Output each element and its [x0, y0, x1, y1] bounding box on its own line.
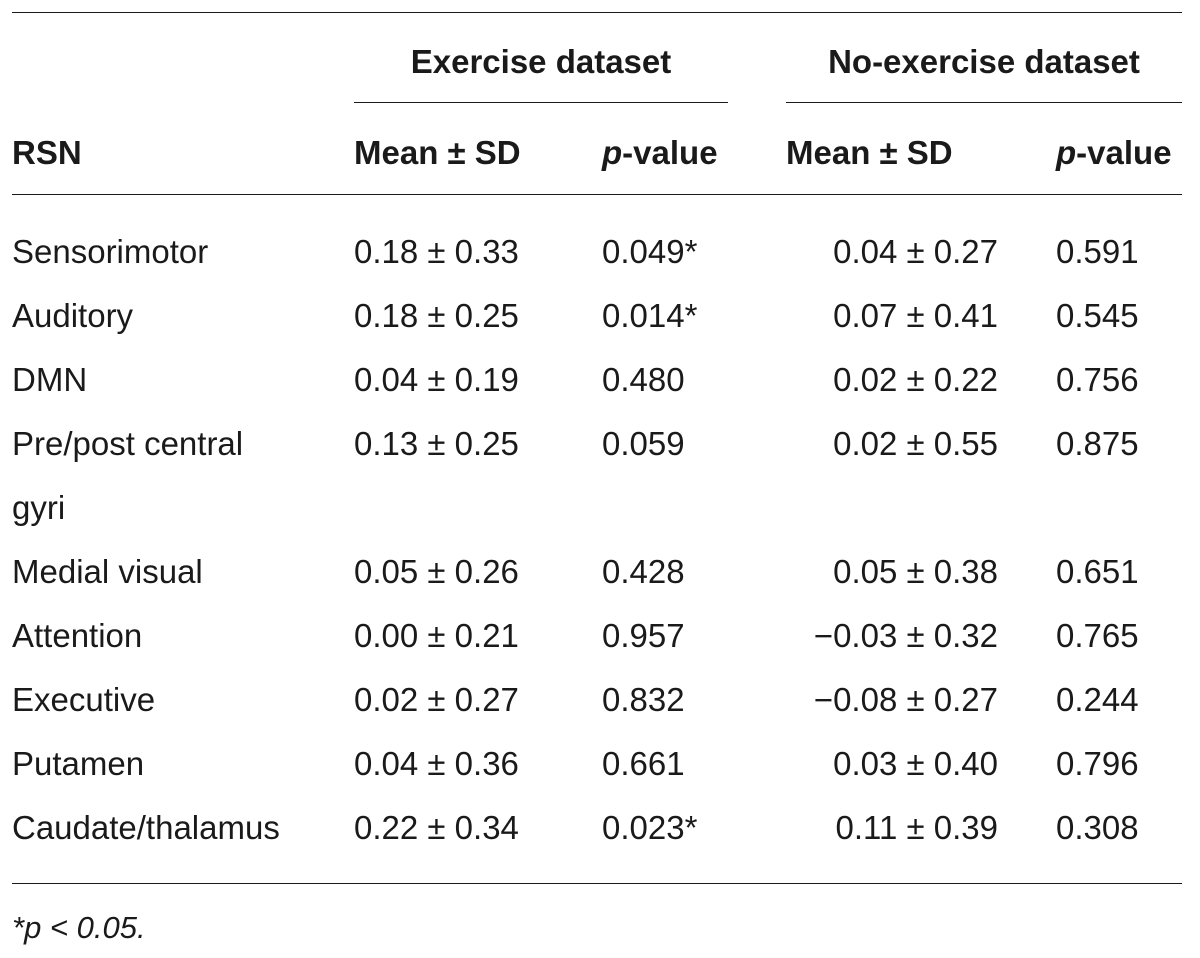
- table-cell-ex-p: 0.059: [602, 425, 685, 462]
- top-rule: [12, 12, 1182, 13]
- table-cell-nex-mean: −0.03 ± 0.32: [813, 617, 998, 654]
- table-cell-nex-mean: −0.08 ± 0.27: [813, 681, 998, 718]
- table-row-rsn: Pre/post central: [12, 425, 244, 462]
- table-row-rsn: Auditory: [12, 297, 134, 334]
- no-exercise-p-value-header: p-value: [1056, 133, 1172, 173]
- table-cell-nex-mean: 0.07 ± 0.41: [833, 297, 998, 334]
- table-cell-nex-mean: 0.03 ± 0.40: [833, 745, 998, 782]
- table-cell-nex-mean: 0.02 ± 0.55: [833, 425, 998, 462]
- table-cell-ex-mean: 0.22 ± 0.34: [354, 809, 519, 846]
- table-cell-nex-p: 0.875: [1056, 425, 1139, 462]
- table-cell-nex-p: 0.308: [1056, 809, 1139, 846]
- table-cell-ex-mean: 0.13 ± 0.25: [354, 425, 519, 462]
- table-cell-ex-p: 0.661: [602, 745, 685, 782]
- table-row-rsn: DMN: [12, 361, 88, 398]
- no-exercise-dataset-header: No-exercise dataset: [828, 43, 1140, 80]
- exercise-group-underline: [354, 102, 728, 103]
- table-row-rsn: Caudate/thalamus: [12, 809, 280, 846]
- table-cell-nex-p: 0.244: [1056, 681, 1139, 718]
- exercise-mean-sd-header: Mean ± SD: [354, 134, 521, 171]
- table-cell-ex-p: 0.480: [602, 361, 685, 398]
- no-exercise-p-rest: -value: [1076, 134, 1172, 171]
- table-cell-ex-p: 0.023*: [602, 809, 698, 846]
- table-cell-ex-p: 0.049*: [602, 233, 698, 270]
- rsn-column-header: RSN: [12, 134, 82, 171]
- table-cell-ex-mean: 0.18 ± 0.33: [354, 233, 519, 270]
- table-cell-nex-p: 0.545: [1056, 297, 1139, 334]
- table-cell-ex-mean: 0.04 ± 0.19: [354, 361, 519, 398]
- table-row-rsn-continuation: gyri: [12, 489, 66, 526]
- table-cell-nex-p: 0.796: [1056, 745, 1139, 782]
- table-row-rsn: Putamen: [12, 745, 145, 782]
- exercise-p-rest: -value: [622, 134, 718, 171]
- no-exercise-group-underline: [786, 102, 1182, 103]
- table-cell-nex-mean: 0.11 ± 0.39: [835, 809, 998, 846]
- table-cell-nex-p: 0.591: [1056, 233, 1139, 270]
- table-cell-ex-mean: 0.00 ± 0.21: [354, 617, 519, 654]
- table-cell-ex-mean: 0.18 ± 0.25: [354, 297, 519, 334]
- table-cell-ex-mean: 0.04 ± 0.36: [354, 745, 519, 782]
- table-cell-ex-p: 0.014*: [602, 297, 698, 334]
- table-cell-nex-mean: 0.05 ± 0.38: [833, 553, 998, 590]
- table-cell-nex-mean: 0.04 ± 0.27: [833, 233, 998, 270]
- table-row-rsn: Medial visual: [12, 553, 203, 590]
- table-row-rsn: Executive: [12, 681, 156, 718]
- exercise-dataset-header: Exercise dataset: [410, 43, 672, 80]
- table-cell-ex-mean: 0.02 ± 0.27: [354, 681, 519, 718]
- table-cell-ex-p: 0.832: [602, 681, 685, 718]
- table-cell-ex-mean: 0.05 ± 0.26: [354, 553, 519, 590]
- table-cell-ex-p: 0.957: [602, 617, 685, 654]
- table-row-rsn: Sensorimotor: [12, 233, 209, 270]
- header-bottom-rule: [12, 194, 1182, 195]
- exercise-p-italic: p: [602, 134, 623, 171]
- table-footnote: *p < 0.05.: [12, 910, 146, 945]
- exercise-p-value-header: p-value: [602, 133, 718, 173]
- table-row-rsn: Attention: [12, 617, 143, 654]
- table-cell-nex-p: 0.765: [1056, 617, 1139, 654]
- table-cell-nex-mean: 0.02 ± 0.22: [833, 361, 998, 398]
- table-cell-nex-p: 0.651: [1056, 553, 1139, 590]
- no-exercise-p-italic: p: [1056, 134, 1077, 171]
- no-exercise-mean-sd-header: Mean ± SD: [786, 134, 953, 171]
- table-bottom-rule: [12, 883, 1182, 884]
- table-cell-ex-p: 0.428: [602, 553, 685, 590]
- table-cell-nex-p: 0.756: [1056, 361, 1139, 398]
